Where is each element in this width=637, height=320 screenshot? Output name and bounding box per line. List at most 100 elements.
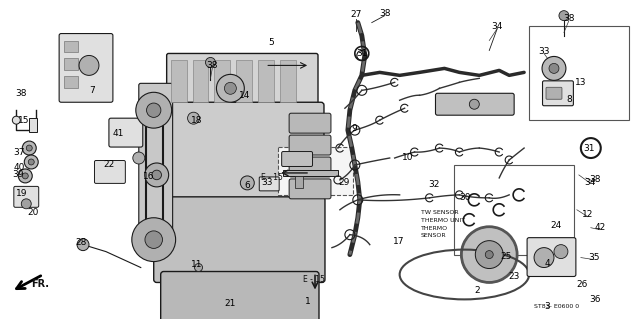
Text: 37: 37: [13, 148, 25, 156]
Circle shape: [12, 116, 20, 124]
Circle shape: [132, 218, 176, 261]
FancyBboxPatch shape: [289, 113, 331, 133]
Text: 20: 20: [27, 208, 39, 217]
Bar: [192, 60, 208, 102]
FancyBboxPatch shape: [14, 186, 39, 207]
Text: 33: 33: [538, 47, 550, 56]
Circle shape: [240, 176, 254, 190]
Text: 27: 27: [350, 10, 362, 19]
Text: 33: 33: [261, 179, 273, 188]
Circle shape: [26, 145, 32, 151]
Text: 38: 38: [589, 175, 601, 184]
Text: 24: 24: [550, 221, 562, 230]
FancyBboxPatch shape: [94, 161, 125, 183]
Text: 4: 4: [544, 259, 550, 268]
Text: 6: 6: [245, 181, 250, 190]
Text: TW SENSOR: TW SENSOR: [420, 210, 458, 215]
FancyBboxPatch shape: [167, 53, 318, 112]
Text: ST83- E0600 0: ST83- E0600 0: [534, 304, 579, 309]
Text: 11: 11: [191, 260, 203, 269]
Text: E - 15: E - 15: [303, 275, 325, 284]
Circle shape: [18, 169, 32, 183]
Circle shape: [461, 227, 517, 283]
Text: 2: 2: [475, 286, 480, 295]
Text: 1: 1: [305, 297, 311, 306]
Text: 30: 30: [460, 193, 471, 202]
Text: 31: 31: [583, 144, 594, 153]
FancyBboxPatch shape: [527, 238, 576, 276]
Circle shape: [145, 231, 162, 248]
Bar: [529, 26, 629, 120]
Text: 15: 15: [18, 116, 29, 125]
Circle shape: [559, 11, 569, 20]
Text: 7: 7: [89, 86, 95, 95]
Circle shape: [21, 199, 31, 209]
Bar: [64, 76, 78, 88]
Text: 34: 34: [492, 22, 503, 31]
Circle shape: [534, 248, 554, 268]
FancyBboxPatch shape: [289, 179, 331, 199]
Bar: [171, 60, 187, 102]
Text: 38: 38: [379, 9, 390, 18]
Text: 39: 39: [13, 171, 24, 180]
Bar: [454, 165, 574, 255]
Bar: [29, 118, 37, 132]
Bar: [64, 41, 78, 52]
Circle shape: [136, 92, 171, 128]
Bar: [215, 60, 231, 102]
Text: 3: 3: [544, 302, 550, 311]
Text: 9: 9: [351, 124, 357, 132]
Circle shape: [147, 103, 161, 117]
Text: 35: 35: [588, 253, 599, 262]
Circle shape: [206, 58, 215, 68]
Circle shape: [542, 56, 566, 80]
Circle shape: [132, 152, 145, 164]
FancyBboxPatch shape: [155, 102, 324, 208]
Text: E - 15: E - 15: [261, 173, 283, 182]
Text: 28: 28: [75, 238, 87, 247]
Circle shape: [549, 63, 559, 73]
Text: THERMO: THERMO: [420, 226, 448, 231]
Text: 34: 34: [584, 179, 596, 188]
Circle shape: [554, 244, 568, 259]
Text: 16: 16: [143, 172, 155, 181]
Text: 31: 31: [356, 49, 368, 58]
Text: 38: 38: [563, 14, 575, 23]
Text: THERMO UNIT: THERMO UNIT: [420, 218, 464, 223]
FancyBboxPatch shape: [543, 81, 573, 106]
Text: 26: 26: [576, 280, 587, 289]
Circle shape: [77, 239, 89, 251]
Bar: [295, 176, 303, 188]
Text: 13: 13: [575, 78, 587, 87]
Circle shape: [469, 99, 479, 109]
Bar: [283, 170, 338, 176]
FancyBboxPatch shape: [546, 87, 562, 99]
Bar: [258, 60, 274, 102]
Text: FR.: FR.: [31, 279, 49, 290]
Circle shape: [28, 159, 34, 165]
Text: 22: 22: [103, 160, 115, 170]
Circle shape: [475, 241, 503, 268]
Circle shape: [194, 264, 203, 271]
Text: 29: 29: [338, 179, 350, 188]
Circle shape: [22, 141, 36, 155]
FancyBboxPatch shape: [289, 135, 331, 155]
Text: 41: 41: [112, 129, 124, 138]
FancyBboxPatch shape: [436, 93, 514, 115]
Text: 23: 23: [508, 272, 520, 281]
Circle shape: [217, 74, 245, 102]
Circle shape: [22, 173, 28, 179]
Circle shape: [79, 55, 99, 76]
Text: 5: 5: [268, 38, 274, 47]
Text: 36: 36: [589, 295, 601, 304]
Circle shape: [224, 82, 236, 94]
Text: 10: 10: [402, 153, 413, 162]
FancyBboxPatch shape: [109, 118, 143, 147]
Text: 8: 8: [566, 95, 572, 104]
Bar: [64, 59, 78, 70]
Text: SENSOR: SENSOR: [420, 233, 446, 238]
FancyBboxPatch shape: [59, 34, 113, 102]
FancyBboxPatch shape: [139, 83, 173, 247]
Text: 21: 21: [225, 299, 236, 308]
FancyBboxPatch shape: [161, 271, 319, 320]
